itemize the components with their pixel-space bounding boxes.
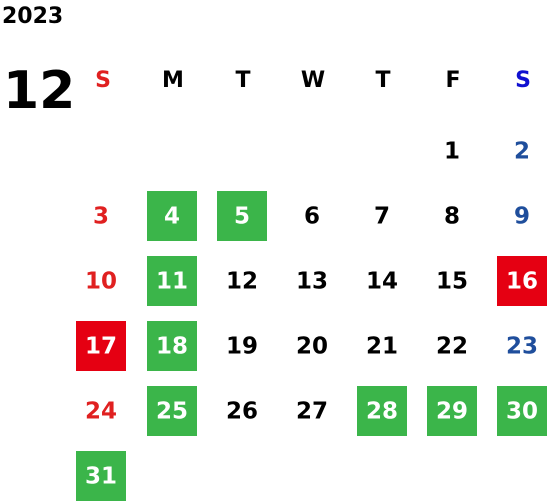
weekday-label: T (375, 68, 390, 93)
day-number: 12 (226, 269, 258, 295)
day-number: 27 (296, 399, 328, 425)
day-number: 16 (506, 269, 538, 295)
weekday-label: M (162, 68, 184, 93)
day-number: 11 (156, 269, 188, 295)
day-number: 24 (85, 399, 117, 425)
day-number: 30 (506, 399, 538, 425)
weekday-label: S (515, 68, 531, 93)
weekday-label: S (95, 68, 111, 93)
highlight-box (147, 321, 197, 371)
day-number: 28 (366, 399, 398, 425)
weekday-label: W (301, 68, 325, 93)
highlight-box (357, 386, 407, 436)
day-number: 1 (444, 139, 460, 165)
day-number: 21 (366, 334, 398, 360)
highlight-box (147, 191, 197, 241)
day-number: 31 (85, 464, 117, 490)
highlight-box (497, 386, 547, 436)
weekday-label: T (235, 68, 250, 93)
year: 2023 (2, 4, 63, 29)
day-number: 7 (374, 204, 390, 230)
day-number: 3 (93, 204, 109, 230)
day-number: 17 (85, 334, 117, 360)
day-number: 6 (304, 204, 320, 230)
day-number: 19 (226, 334, 258, 360)
weekday-label: F (445, 68, 460, 93)
day-number: 25 (156, 399, 188, 425)
highlight-box (427, 386, 477, 436)
day-number: 14 (366, 269, 398, 295)
highlight-box (147, 386, 197, 436)
day-number: 22 (436, 334, 468, 360)
day-number: 2 (514, 139, 530, 165)
highlight-box (76, 321, 126, 371)
day-number: 8 (444, 204, 460, 230)
day-number: 15 (436, 269, 468, 295)
highlight-box (147, 256, 197, 306)
day-number: 20 (296, 334, 328, 360)
day-number: 5 (234, 204, 250, 230)
day-number: 26 (226, 399, 258, 425)
day-number: 29 (436, 399, 468, 425)
day-number: 18 (156, 334, 188, 360)
day-number: 13 (296, 269, 328, 295)
month: 12 (3, 61, 75, 121)
highlight-box (76, 451, 126, 501)
highlight-box (497, 256, 547, 306)
highlight-box (217, 191, 267, 241)
day-number: 4 (164, 204, 180, 230)
day-number: 10 (85, 269, 117, 295)
day-number: 23 (506, 334, 538, 360)
day-number: 9 (514, 204, 530, 230)
